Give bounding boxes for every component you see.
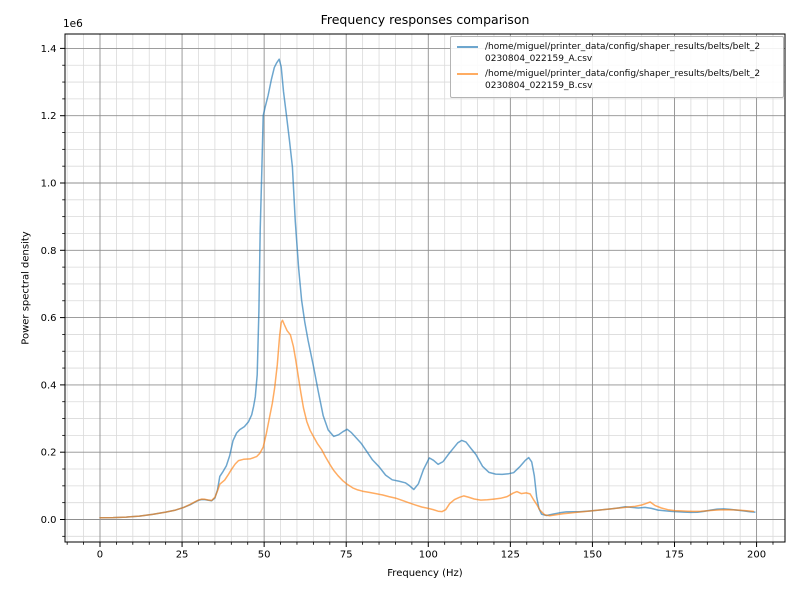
- x-tick-label: 100: [419, 550, 438, 561]
- x-tick-label: 150: [583, 550, 602, 561]
- axes-spines: [64, 33, 786, 543]
- legend-entry-belt-a: /home/miguel/printer_data/config/shaper_…: [455, 41, 779, 66]
- x-tick-label: 200: [747, 550, 766, 561]
- x-tick-label: 125: [501, 550, 520, 561]
- y-tick-label: 0.2: [41, 448, 57, 459]
- y-tick-label: 0.6: [41, 313, 57, 324]
- x-tick-label: 25: [176, 550, 189, 561]
- x-tick-label: 0: [97, 550, 103, 561]
- legend-line-swatch-a: [457, 46, 478, 48]
- y-tick-label: 1.2: [41, 111, 57, 122]
- x-tick-label: 50: [258, 550, 271, 561]
- y-axis-label: Power spectral density: [20, 231, 32, 345]
- y-tick-label: 0.0: [41, 515, 57, 526]
- legend: /home/miguel/printer_data/config/shaper_…: [450, 36, 784, 99]
- y-axis-offset-label: 1e6: [63, 18, 83, 30]
- legend-label-belt-b: /home/miguel/printer_data/config/shaper_…: [485, 68, 761, 91]
- y-tick-label: 0.4: [41, 380, 57, 391]
- x-tick-label: 75: [340, 550, 353, 561]
- series-line-belt-b: [99, 319, 755, 519]
- x-tick-label: 175: [665, 550, 684, 561]
- legend-label-belt-a: /home/miguel/printer_data/config/shaper_…: [485, 42, 761, 65]
- y-tick-label: 1.0: [41, 178, 57, 189]
- legend-entry-belt-b: /home/miguel/printer_data/config/shaper_…: [455, 68, 779, 93]
- legend-line-swatch-b: [457, 72, 478, 75]
- x-axis-label: Frequency (Hz): [387, 568, 463, 579]
- y-tick-label: 0.8: [41, 246, 57, 257]
- y-tick-label: 1.4: [41, 44, 57, 55]
- chart-title: Frequency responses comparison: [320, 12, 530, 27]
